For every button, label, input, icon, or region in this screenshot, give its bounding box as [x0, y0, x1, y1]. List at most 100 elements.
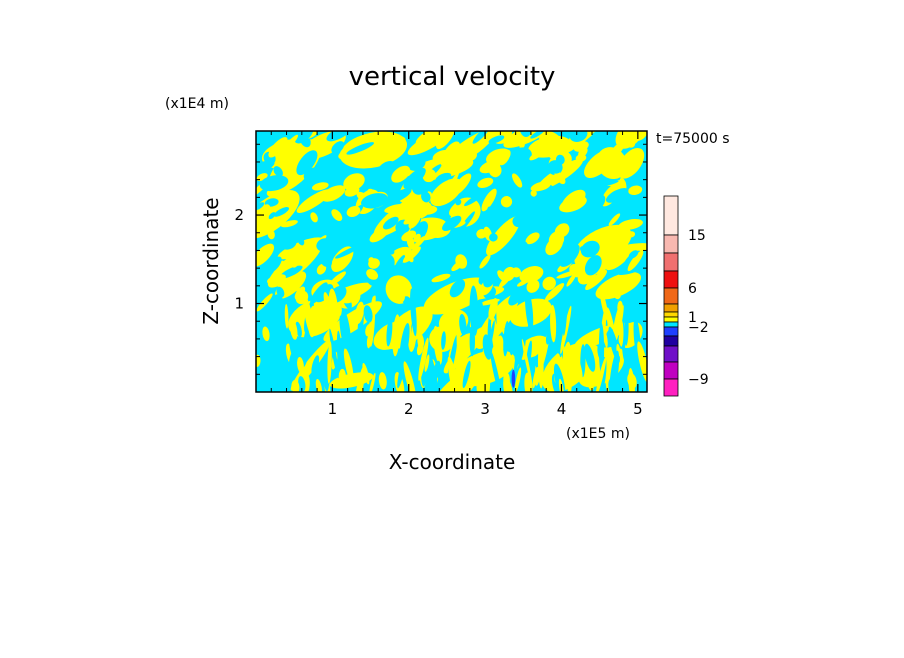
velocity-streak [268, 137, 288, 158]
velocity-streak [512, 173, 523, 188]
velocity-streak [293, 131, 314, 144]
colorbar-level [663, 311, 679, 318]
velocity-streak [550, 304, 557, 343]
velocity-streak [491, 344, 501, 359]
velocity-streak [627, 373, 637, 389]
velocity-streak [519, 266, 544, 283]
velocity-streak [366, 269, 379, 280]
velocity-streak [449, 199, 468, 217]
velocity-streak [256, 202, 265, 211]
velocity-streak [422, 168, 436, 183]
velocity-streak [562, 346, 567, 373]
y-axis: 12 [234, 143, 647, 375]
velocity-streak [335, 245, 361, 259]
velocity-streak [402, 246, 421, 263]
velocity-streak [433, 325, 443, 365]
velocity-streak [361, 193, 389, 209]
velocity-streak [384, 203, 407, 214]
velocity-streak [328, 288, 338, 326]
updraft-patch [277, 237, 323, 260]
velocity-streak [637, 341, 647, 384]
velocity-streak [554, 171, 566, 185]
velocity-streak [343, 173, 365, 191]
velocity-streak [462, 149, 477, 162]
velocity-streak [608, 213, 621, 226]
velocity-streak [627, 231, 636, 238]
velocity-streak [560, 305, 572, 355]
velocity-streak [338, 368, 346, 385]
velocity-streak [297, 236, 305, 246]
velocity-streak [406, 235, 415, 250]
velocity-streak [477, 300, 484, 315]
velocity-streak [609, 350, 620, 392]
velocity-streak [303, 295, 314, 337]
velocity-streak [479, 254, 491, 269]
velocity-streak [488, 135, 505, 144]
x-tick-label: 2 [404, 400, 414, 418]
velocity-streak [393, 290, 405, 304]
velocity-streak [303, 375, 310, 392]
velocity-streak [441, 331, 446, 350]
velocity-streak [624, 136, 636, 148]
velocity-streak [321, 185, 346, 202]
velocity-streak [265, 256, 282, 274]
velocity-streak [417, 333, 425, 350]
x-tick-label: 4 [557, 400, 567, 418]
colorbar-level [663, 195, 679, 236]
velocity-streak [469, 325, 476, 357]
velocity-streak [262, 326, 270, 342]
velocity-streak [381, 143, 394, 159]
velocity-streak [624, 312, 629, 346]
velocity-streak [278, 236, 297, 250]
velocity-streak [416, 261, 433, 276]
velocity-streak [341, 309, 351, 346]
velocity-streak [487, 206, 512, 222]
velocity-streak [432, 149, 453, 163]
x-axis: 1 2 3 4 5 [270, 131, 643, 418]
velocity-streak [519, 142, 525, 149]
velocity-streak [386, 316, 393, 347]
velocity-streak [319, 252, 333, 268]
velocity-streak [530, 181, 551, 192]
velocity-streak [614, 292, 621, 300]
velocity-streak [628, 185, 643, 196]
velocity-streak [454, 181, 476, 202]
velocity-streak [344, 259, 367, 272]
colorbar-level [663, 378, 679, 397]
velocity-streak [391, 165, 411, 183]
velocity-streak [545, 236, 564, 256]
velocity-field [256, 131, 647, 392]
velocity-streak [291, 380, 300, 392]
velocity-streak [472, 131, 491, 144]
velocity-streak [385, 188, 412, 204]
colorbar-tick-label: 15 [688, 228, 706, 244]
colorbar-level [663, 326, 679, 337]
velocity-streak [311, 182, 329, 191]
updraft-patch [617, 147, 645, 179]
velocity-streak [551, 165, 562, 174]
plot-frame [255, 130, 648, 393]
colorbar-level [663, 345, 679, 363]
velocity-streak [529, 148, 547, 161]
updraft-patch [443, 326, 487, 374]
colorbar-level [663, 303, 679, 313]
velocity-streak [555, 154, 565, 165]
velocity-streak [592, 131, 601, 141]
velocity-streak [279, 134, 299, 156]
velocity-streak [599, 288, 609, 322]
velocity-streak [569, 264, 582, 278]
velocity-streak [514, 367, 522, 392]
velocity-streak [618, 219, 643, 230]
velocity-streak [400, 156, 408, 164]
velocity-streak [336, 330, 343, 380]
velocity-streak [288, 335, 297, 364]
velocity-streak [561, 189, 586, 212]
velocity-streak [392, 314, 401, 357]
x-tick-label: 3 [480, 400, 490, 418]
velocity-streak [567, 350, 574, 392]
velocity-streak [298, 376, 306, 392]
velocity-streak [512, 215, 524, 228]
velocity-streak [457, 211, 475, 234]
velocity-streak [379, 242, 392, 257]
velocity-streak [339, 207, 351, 217]
